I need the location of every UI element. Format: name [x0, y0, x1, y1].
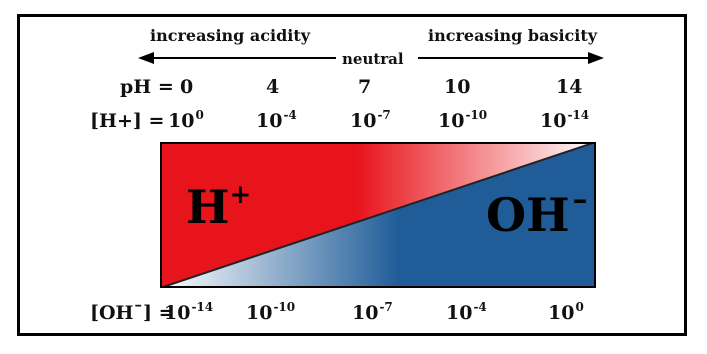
- basicity-arrowhead: [588, 52, 604, 64]
- h-concentration-0: 100: [168, 108, 204, 132]
- h-concentration-4: 10-4: [256, 108, 297, 132]
- oh-concentration-10: 10-10: [246, 300, 296, 324]
- ph-prefix: pH =: [120, 76, 174, 98]
- ph-value-10: 10: [444, 76, 471, 98]
- neutral-label: neutral: [342, 50, 404, 68]
- diagram-border: [160, 142, 596, 288]
- ph-value-7: 7: [358, 76, 372, 98]
- h-concentration-14: 10-14: [540, 108, 590, 132]
- h-concentration-10: 10-10: [438, 108, 488, 132]
- oh-concentration-14: 10-14: [164, 300, 214, 324]
- acidity-arrowhead: [138, 52, 154, 64]
- ph-value-14: 14: [556, 76, 583, 98]
- oh-ion-label: OH –: [486, 182, 588, 242]
- divider-diagonal: [160, 142, 596, 288]
- increasing-acidity-label: increasing acidity: [150, 26, 311, 45]
- ph-gradient-diagram: [160, 142, 596, 288]
- oh-concentration-prefix: [OH¯] =: [90, 302, 175, 324]
- oh-concentration-4: 10-4: [446, 300, 487, 324]
- h-concentration-prefix: [H+] =: [90, 110, 165, 132]
- ph-value-0: 0: [180, 76, 194, 98]
- ph-value-4: 4: [266, 76, 280, 98]
- oh-concentration-0: 100: [548, 300, 584, 324]
- h-concentration-7: 10-7: [350, 108, 391, 132]
- oh-concentration-7: 10-7: [352, 300, 393, 324]
- increasing-basicity-label: increasing basicity: [428, 26, 598, 45]
- h-ion-label: H+: [186, 180, 252, 234]
